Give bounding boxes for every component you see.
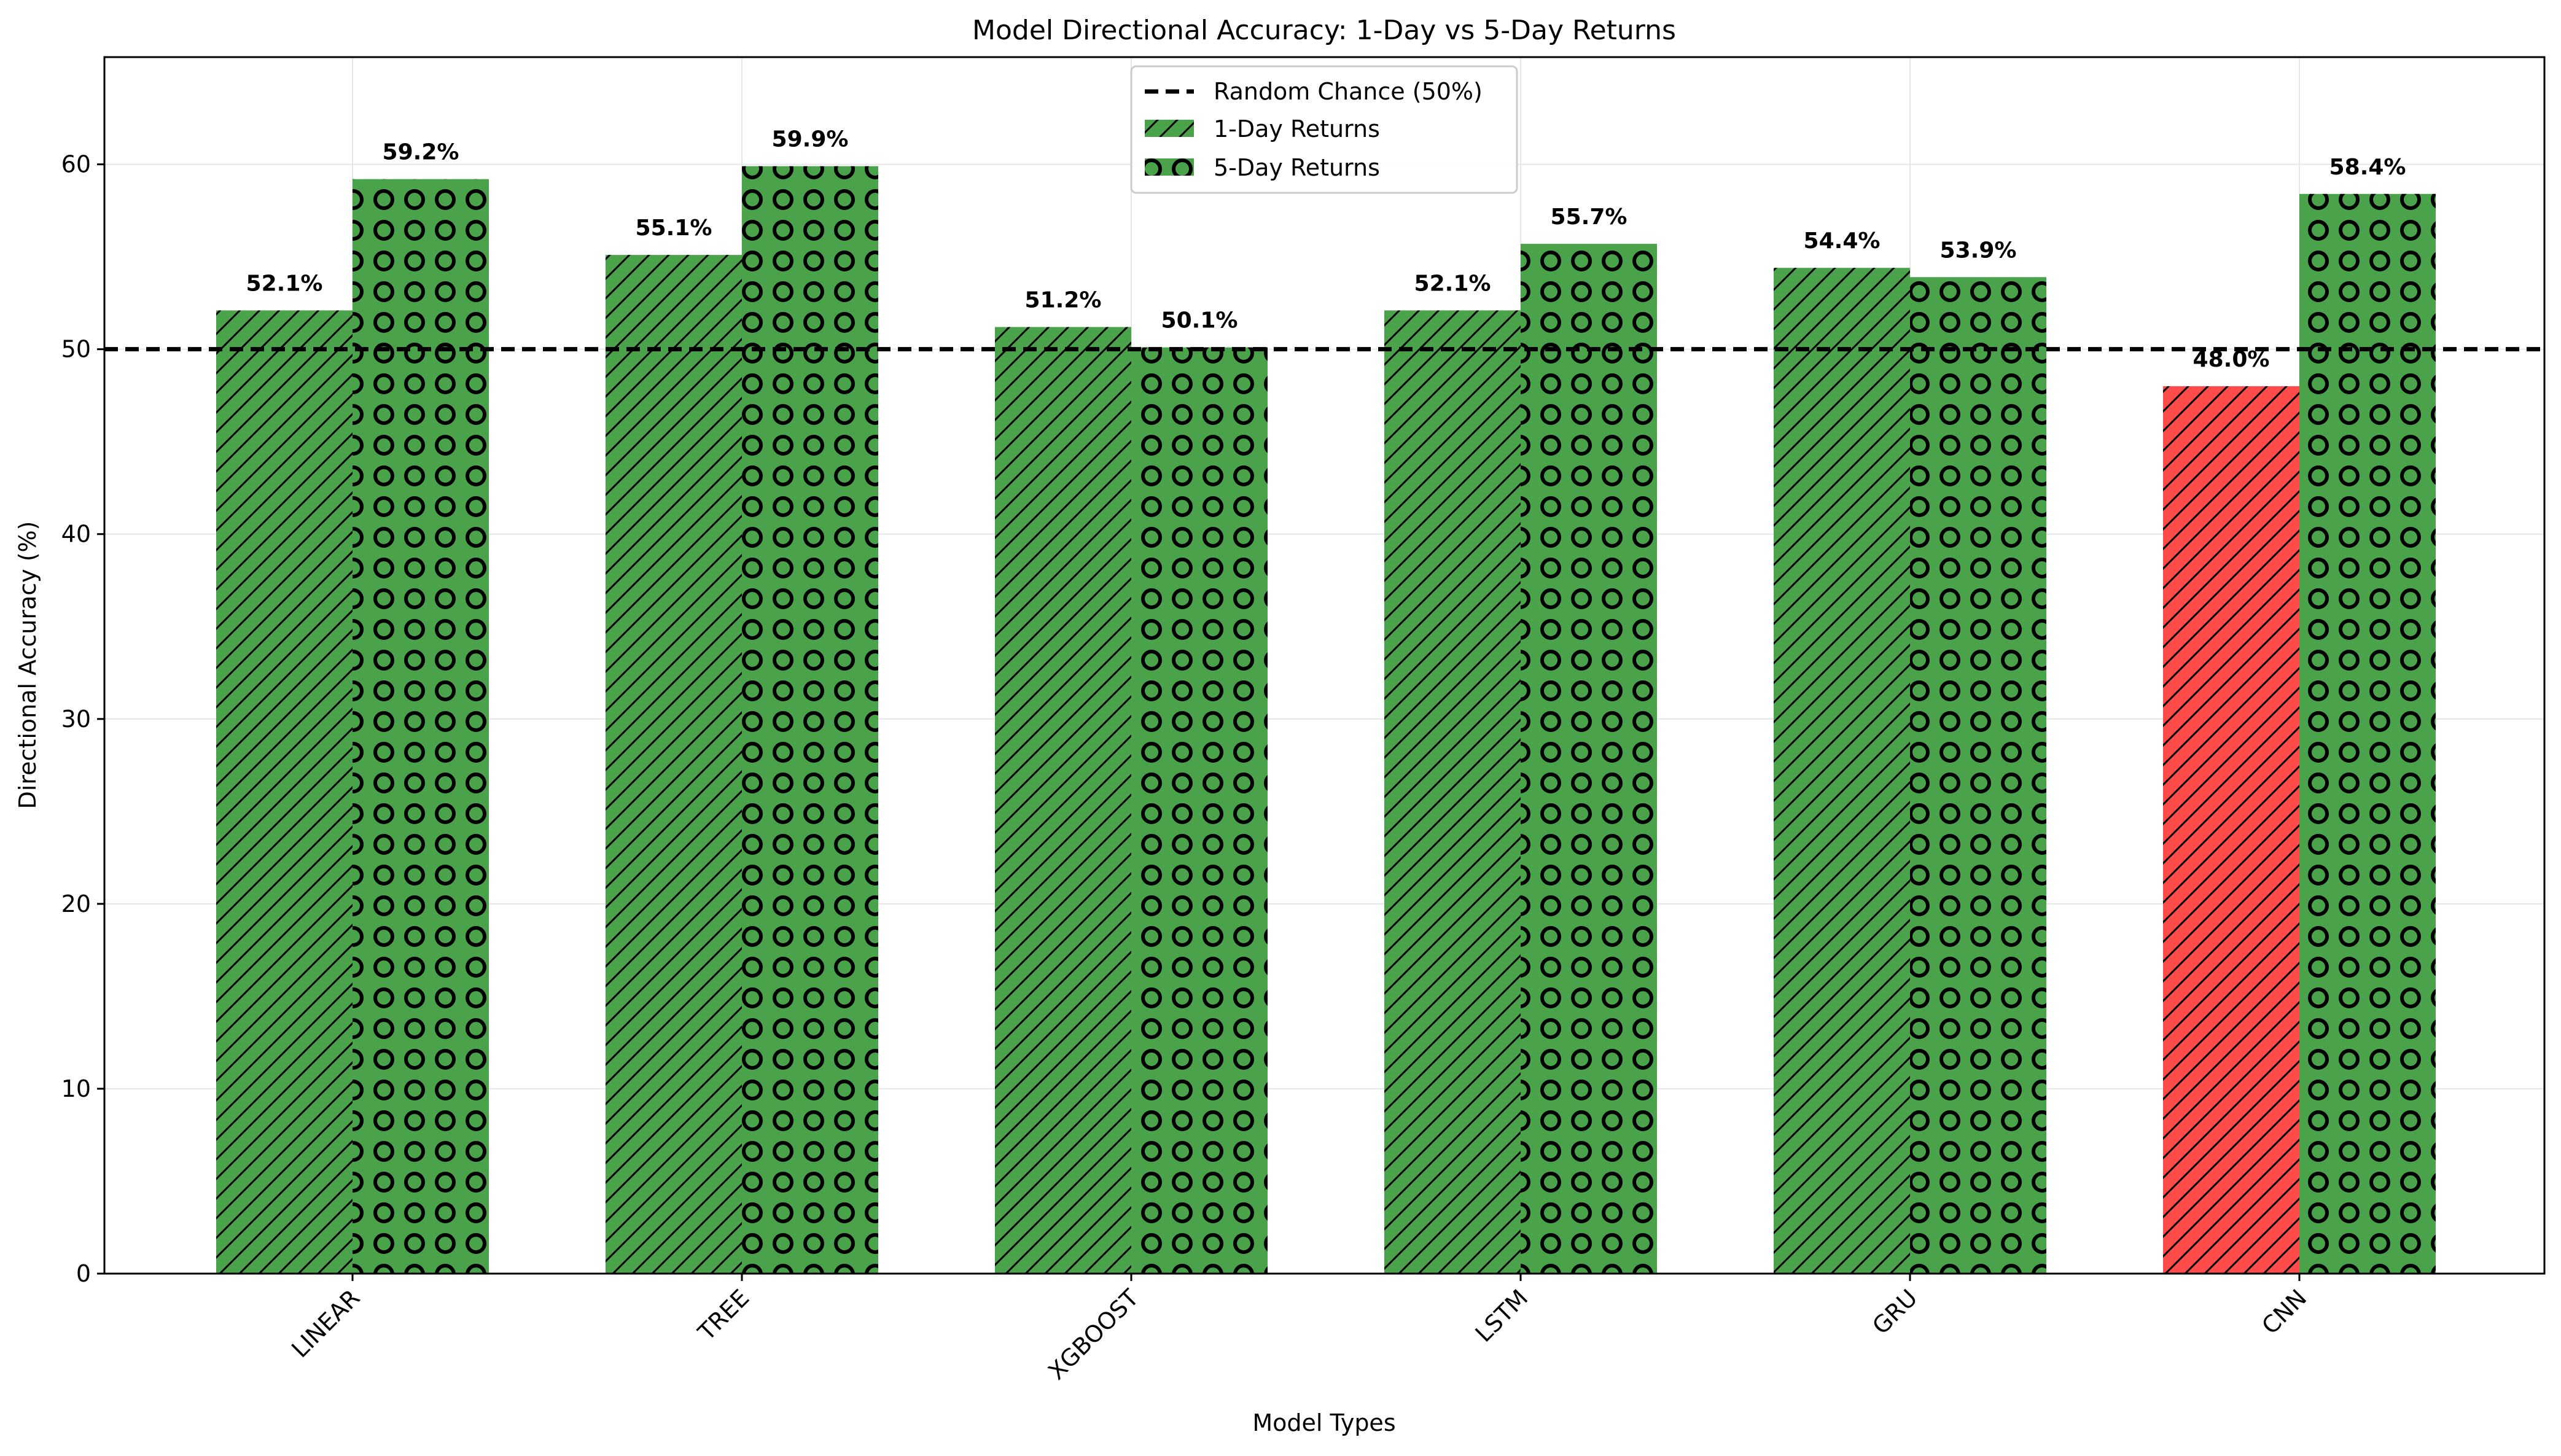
- bar-value-label: 59.2%: [383, 140, 459, 165]
- bar-gru-series-2: [1910, 277, 2046, 1274]
- x-tick-label-lstm: LSTM: [1470, 1284, 1534, 1347]
- chart-title: Model Directional Accuracy: 1-Day vs 5-D…: [972, 15, 1676, 46]
- bar-xgboost-series-2: [1131, 347, 1268, 1274]
- bar-tree-series-1: [606, 255, 742, 1274]
- x-tick-label-cnn: CNN: [2256, 1284, 2312, 1339]
- bar-value-label: 54.4%: [1804, 228, 1881, 254]
- legend-swatch-1day: [1145, 120, 1194, 137]
- bar-value-label: 55.1%: [636, 216, 712, 241]
- y-tick-label-3: 30: [61, 706, 91, 733]
- bar-linear-series-1: [216, 310, 353, 1274]
- bar-value-label: 52.1%: [1414, 271, 1491, 296]
- x-tick-label-linear: LINEAR: [286, 1284, 365, 1363]
- bar-value-label: 51.2%: [1025, 288, 1102, 313]
- legend-label-5day: 5-Day Returns: [1214, 154, 1380, 181]
- bar-xgboost-series-1: [995, 327, 1131, 1274]
- bar-cnn-series-2: [2299, 193, 2436, 1274]
- x-tick-label-xgboost: XGBOOST: [1043, 1284, 1144, 1385]
- legend-label-reference: Random Chance (50%): [1214, 78, 1483, 105]
- bar-hatch: [216, 310, 353, 1274]
- legend-label-1day: 1-Day Returns: [1214, 115, 1380, 142]
- bar-hatch: [1521, 244, 1657, 1274]
- bar-lstm-series-1: [1384, 310, 1521, 1274]
- bar-gru-series-1: [1774, 268, 1910, 1274]
- bar-tree-series-2: [742, 166, 878, 1274]
- y-tick-label-1: 10: [61, 1075, 91, 1102]
- bar-hatch: [2299, 193, 2436, 1274]
- bar-value-label: 55.7%: [1551, 204, 1627, 230]
- x-axis-label: Model Types: [1252, 1409, 1395, 1436]
- bars: [216, 166, 2436, 1274]
- y-tick-label-2: 20: [61, 890, 91, 917]
- bar-hatch: [2163, 386, 2299, 1274]
- bar-hatch: [606, 255, 742, 1274]
- bar-value-label: 58.4%: [2329, 155, 2406, 180]
- bar-hatch: [1910, 277, 2046, 1274]
- bar-lstm-series-2: [1521, 244, 1657, 1274]
- bar-linear-series-2: [353, 179, 489, 1274]
- x-tick-label-gru: GRU: [1867, 1284, 1922, 1339]
- y-axis-label: Directional Accuracy (%): [14, 521, 41, 809]
- bar-value-label: 48.0%: [2193, 347, 2270, 372]
- bar-value-label: 53.9%: [1940, 238, 2017, 263]
- legend-swatch-5day: [1145, 158, 1194, 176]
- y-tick-label-6: 60: [61, 151, 91, 178]
- bar-value-label: 59.9%: [772, 127, 849, 152]
- bar-value-label: 50.1%: [1161, 308, 1238, 333]
- bar-hatch: [1774, 268, 1910, 1274]
- bar-hatch: [995, 327, 1131, 1274]
- bar-hatch: [1131, 347, 1268, 1274]
- bar-cnn-series-1: [2163, 386, 2299, 1274]
- bar-hatch: [742, 166, 878, 1274]
- legend: Random Chance (50%) 1-Day Returns 5-Day …: [1130, 65, 1518, 194]
- bar-hatch: [353, 179, 489, 1274]
- y-tick-label-0: 0: [76, 1260, 91, 1287]
- legend-box: [1130, 65, 1518, 194]
- x-tick-label-tree: TREE: [693, 1284, 755, 1346]
- plot-frame: [103, 56, 2546, 1275]
- bar-labels: 52.1% 55.1% 51.2% 52.1% 54.4% 48.0% 59.2% 59.9%…: [246, 127, 2406, 372]
- y-tick-label-4: 40: [61, 521, 91, 548]
- bar-value-label: 52.1%: [246, 271, 323, 296]
- y-tick-label-5: 50: [61, 336, 91, 363]
- bar-hatch: [1384, 310, 1521, 1274]
